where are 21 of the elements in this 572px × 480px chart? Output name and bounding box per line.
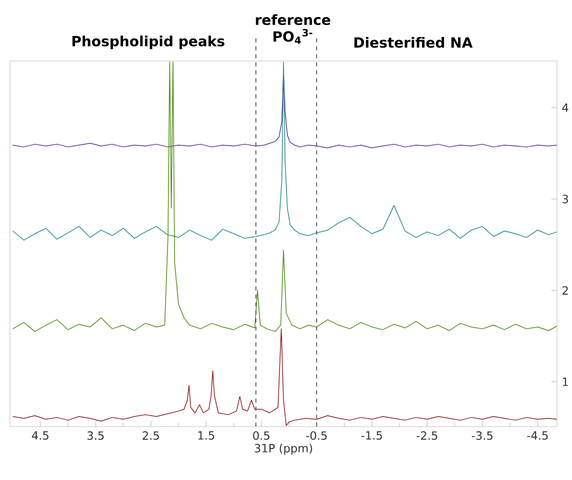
text: Phospholipid peaks: [72, 36, 224, 50]
x-axis-title: 31P (ppm): [254, 444, 312, 455]
x-tick-label: -1.5: [361, 431, 382, 440]
y-tick-label: 2: [562, 286, 568, 295]
x-tick-label: 2.5: [142, 431, 159, 440]
x-tick-label: 0.5: [253, 431, 270, 440]
line-series: [12, 62, 558, 241]
x-tick-label: -0.5: [306, 431, 327, 440]
line-series: [12, 328, 558, 426]
x-tick-label: 1.5: [198, 431, 214, 440]
x-tick-label: -2.5: [416, 431, 438, 440]
text: Diesterified NA: [354, 37, 473, 48]
x-tick-label: 3.5: [87, 431, 104, 440]
y-tick-label: 4: [562, 104, 568, 112]
text: reference PO$_{4}$3-: [256, 14, 330, 44]
line-series: [12, 62, 558, 332]
y-tick-label: 3: [562, 194, 568, 204]
x-tick-label: -3.5: [472, 431, 492, 440]
y-tick-label: 1: [562, 378, 568, 386]
x-tick-label: 4.5: [32, 431, 48, 440]
x-tick-label: -4.5: [527, 431, 548, 440]
